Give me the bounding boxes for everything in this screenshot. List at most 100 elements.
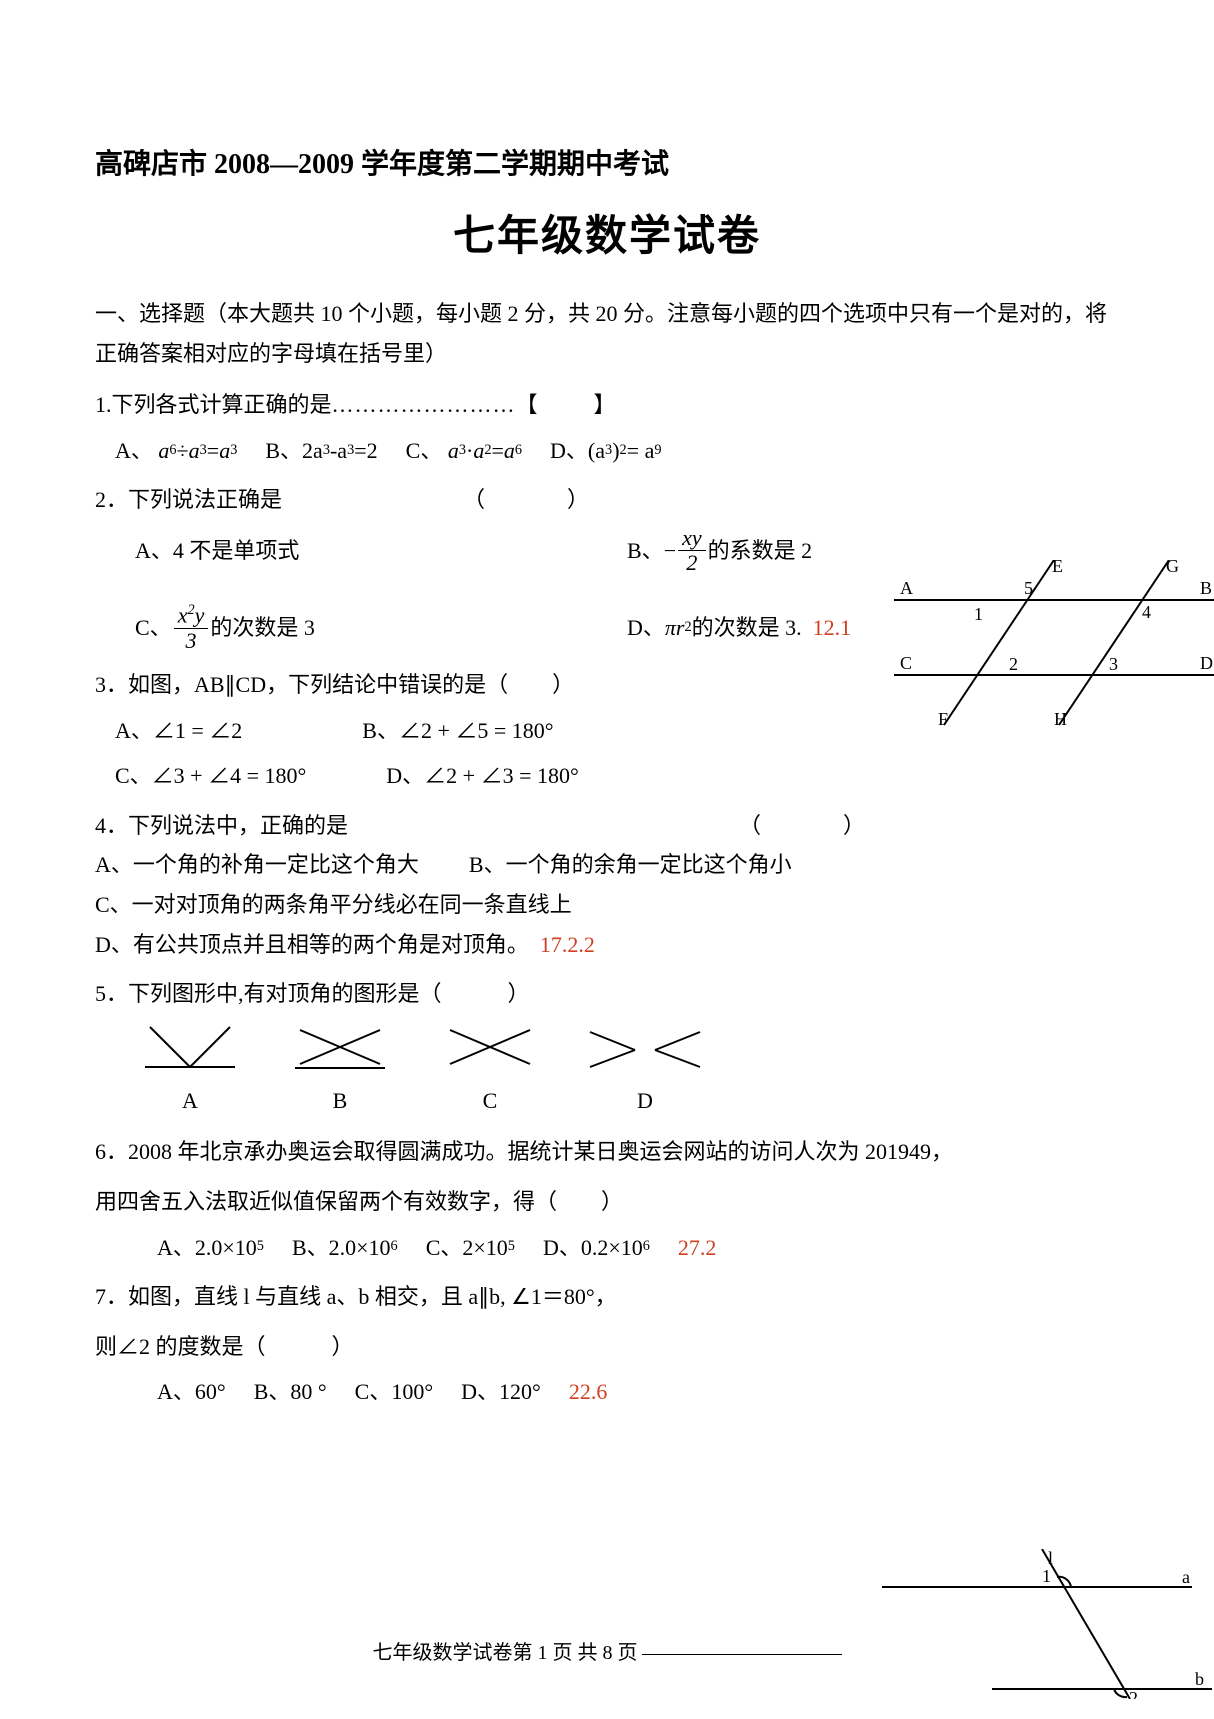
q3-optD: D、∠2 + ∠3 = 180° [386, 756, 579, 796]
q6-ref: 27.2 [678, 1228, 717, 1268]
q1-optA: A、 a6 ÷ a3 = a3 [115, 431, 237, 471]
footer-page: 1 [538, 1642, 548, 1664]
q6-optC: C、2×105 [426, 1228, 515, 1268]
q5-lblC: C [435, 1081, 545, 1121]
q1-optB-pre: B、2a [265, 431, 322, 471]
q3-a1: 1 [974, 604, 983, 624]
q5-lblA: A [135, 1081, 245, 1121]
q2-optB-post: 的系数是 2 [708, 531, 813, 571]
q5-stem: 5．下列图形中,有对顶角的图形是（ ） [95, 974, 1119, 1014]
q2-optC-post: 的次数是 3 [210, 608, 315, 648]
q6-optA-pre: A、2.0×10 [157, 1228, 257, 1268]
q3-lbl-E: E [1052, 560, 1063, 576]
q3-stem: 3．如图，AB∥CD，下列结论中错误的是（ ） [95, 665, 775, 705]
q7-optA: A、60° [157, 1372, 226, 1412]
q2-optC-pre: C、 [135, 608, 172, 648]
q1-optD-mid: ) [612, 431, 619, 471]
frac-x2y-n2: y [195, 603, 205, 628]
q7-optD: D、120° [461, 1372, 541, 1412]
q3-lbl-F: F [938, 709, 948, 729]
q4-bracket: （ ） [739, 813, 869, 838]
q7-stem1: 7．如图，直线 l 与直线 a、b 相交，且 a∥b, ∠1＝80°， [95, 1277, 755, 1317]
q4-optD: D、有公共顶点并且相等的两个角是对顶角。 [95, 932, 529, 957]
q3-figure: A B C D E G F H 1 2 3 4 5 [894, 560, 1214, 730]
q6-stem1: 6．2008 年北京承办奥运会取得圆满成功。据统计某日奥运会网站的访问人次为 2… [95, 1132, 1119, 1172]
q7-ref: 22.6 [569, 1372, 608, 1412]
q1-bracket: 【 】 [516, 392, 620, 417]
footer-total: 8 [603, 1642, 613, 1664]
q2-optC: C、 x2y3 的次数是 3 [135, 603, 627, 653]
q1-optA-pre: A、 [115, 431, 153, 471]
q5-figD: D [585, 1022, 705, 1121]
q1-stem: 1.下列各式计算正确的是 [95, 392, 332, 417]
q3-a4: 4 [1142, 602, 1151, 622]
q5-lblB: B [285, 1081, 395, 1121]
q6-optD: D、0.2×106 [543, 1228, 650, 1268]
q7-a1: 1 [1042, 1566, 1051, 1586]
q3-lbl-G: G [1166, 560, 1179, 576]
q1-optB-mid: -a [330, 431, 347, 471]
q3-lbl-D: D [1200, 653, 1213, 673]
q2-optB-pre: B、 [627, 531, 664, 571]
q4-optB: B、一个角的余角一定比这个角小 [469, 852, 792, 877]
page-footer: 七年级数学试卷第 1 页 共 8 页 [0, 1635, 1214, 1671]
q2-bracket: （ ） [463, 487, 593, 512]
q1-optC-pre: C、 [406, 431, 443, 471]
q1-optB-post: =2 [354, 431, 377, 471]
frac-x2y-n1: x [178, 603, 188, 628]
footer-pre: 七年级数学试卷第 [373, 1642, 538, 1664]
q2-optA: A、4 不是单项式 [135, 531, 627, 571]
q6-optC-pre: C、2×10 [426, 1228, 508, 1268]
main-title: 七年级数学试卷 [95, 200, 1119, 276]
q6-optB: B、2.0×106 [292, 1228, 398, 1268]
q7-lbl-b: b [1195, 1669, 1204, 1689]
q6-optD-pre: D、0.2×10 [543, 1228, 643, 1268]
frac-xy-den: 2 [678, 551, 706, 575]
q1-leader: …………………… [332, 392, 516, 417]
section-intro: 一、选择题（本大题共 10 个小题，每小题 2 分，共 20 分。注意每小题的四… [95, 294, 1119, 373]
footer-line [642, 1654, 842, 1655]
q3-a5: 5 [1024, 578, 1033, 598]
q3-optA: A、∠1 = ∠2 [115, 711, 242, 751]
question-3: 3．如图，AB∥CD，下列结论中错误的是（ ） A、∠1 = ∠2 B、∠2 +… [95, 665, 775, 796]
q5-figC: C [435, 1022, 545, 1121]
q7-stem2: 则∠2 的度数是（ ） [95, 1327, 755, 1367]
q5-figB: B [285, 1022, 395, 1121]
q4-stem: 4．下列说法中，正确的是 [95, 813, 348, 838]
q3-a3: 3 [1109, 654, 1118, 674]
frac-xy-num: xy [678, 526, 706, 551]
question-6: 6．2008 年北京承办奥运会取得圆满成功。据统计某日奥运会网站的访问人次为 2… [95, 1132, 1119, 1267]
q4-optA: A、一个角的补角一定比这个角大 [95, 852, 419, 877]
q7-optC: C、100° [355, 1372, 433, 1412]
q1-optC: C、 a3 · a2 = a6 [406, 431, 522, 471]
q3-lbl-C: C [900, 653, 912, 673]
q3-optC: C、∠3 + ∠4 = 180° [115, 756, 306, 796]
q6-optA: A、2.0×105 [157, 1228, 264, 1268]
question-1: 1.下列各式计算正确的是……………………【 】 A、 a6 ÷ a3 = a3 … [95, 385, 1119, 470]
question-5: 5．下列图形中,有对顶角的图形是（ ） A B C D [95, 974, 1119, 1120]
header-title: 高碑店市 2008—2009 学年度第二学期期中考试 [95, 140, 1119, 190]
q1-optD: D、(a3)2= a9 [550, 431, 661, 471]
q3-a2: 2 [1009, 654, 1018, 674]
q1-optB: B、2a3-a3=2 [265, 431, 377, 471]
footer-mid: 页 共 [548, 1642, 603, 1664]
q7-optB: B、80 ° [254, 1372, 327, 1412]
question-4: 4．下列说法中，正确的是 （ ） A、一个角的补角一定比这个角大 B、一个角的余角… [95, 806, 1119, 964]
q7-figure: l a b 1 2 [882, 1549, 1212, 1699]
q6-optB-pre: B、2.0×10 [292, 1228, 391, 1268]
q3-lbl-H: H [1054, 709, 1067, 729]
q3-lbl-B: B [1200, 578, 1212, 598]
q7-lbl-a: a [1182, 1567, 1190, 1587]
question-7: 7．如图，直线 l 与直线 a、b 相交，且 a∥b, ∠1＝80°， 则∠2 … [95, 1277, 755, 1412]
q5-figA: A [135, 1022, 245, 1121]
q4-optC: C、一对对顶角的两条角平分线必在同一条直线上 [95, 885, 1119, 925]
q5-lblD: D [585, 1081, 705, 1121]
q6-stem2: 用四舍五入法取近似值保留两个有效数字，得（ ） [95, 1182, 1119, 1222]
q1-optD-post: = a [627, 431, 655, 471]
q7-a2: 2 [1129, 1688, 1138, 1699]
q2-optD-pre: D、 [627, 608, 665, 648]
q1-optD-pre: D、(a [550, 431, 605, 471]
q2-pir: πr [665, 608, 685, 648]
q4-ref: 17.2.2 [540, 932, 595, 957]
frac-x2y-den: 3 [174, 629, 209, 653]
